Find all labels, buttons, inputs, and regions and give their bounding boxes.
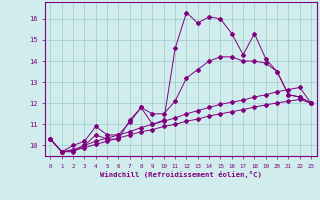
X-axis label: Windchill (Refroidissement éolien,°C): Windchill (Refroidissement éolien,°C)	[100, 171, 262, 178]
